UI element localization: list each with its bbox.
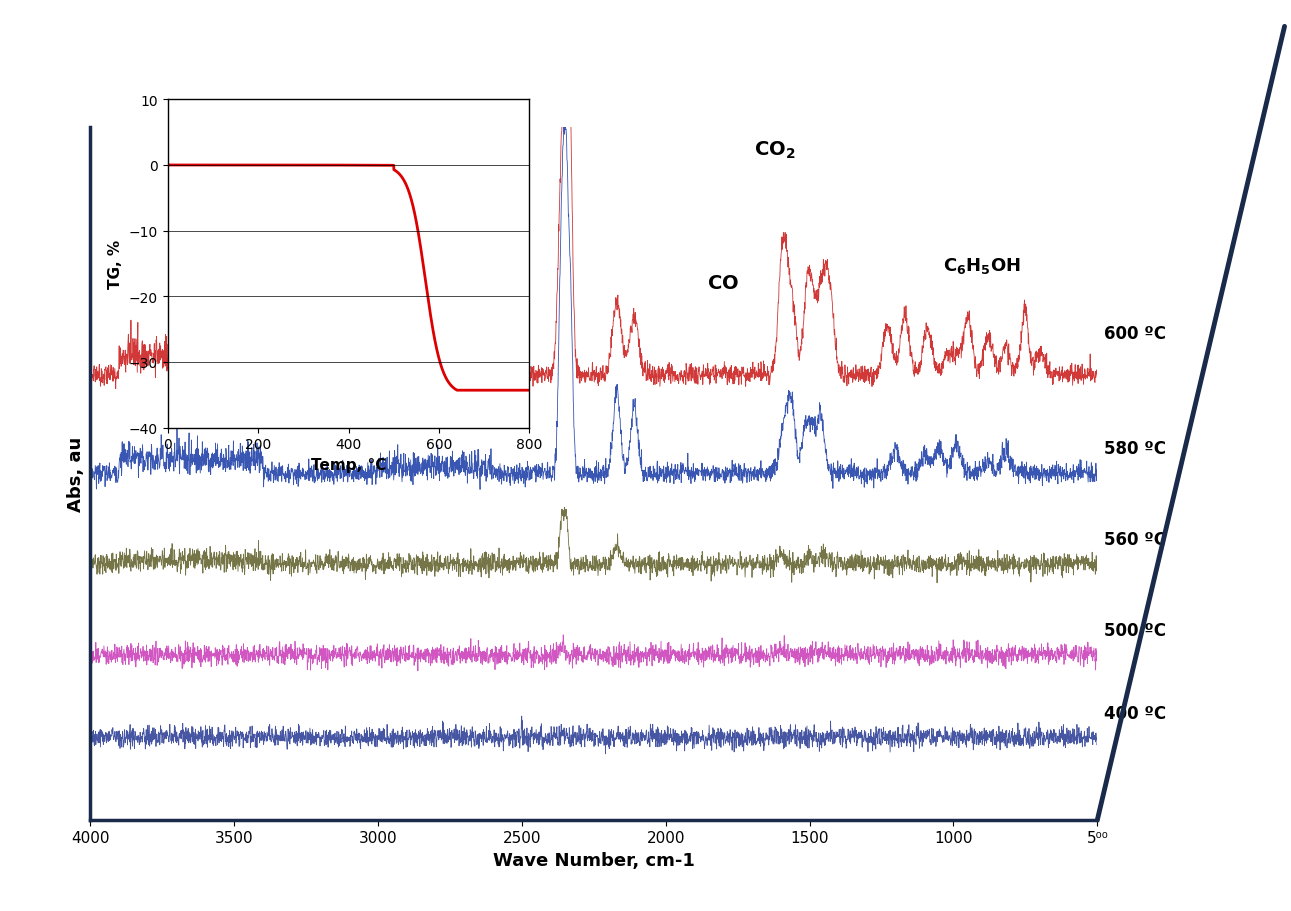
Text: 580 ºC: 580 ºC — [1104, 440, 1166, 458]
Text: $\mathbf{C_6H_5OH}$: $\mathbf{C_6H_5OH}$ — [944, 256, 1021, 276]
X-axis label: Temp, °C: Temp, °C — [311, 457, 386, 473]
Text: 500 ºC: 500 ºC — [1104, 621, 1166, 640]
Y-axis label: Abs, au: Abs, au — [67, 436, 85, 511]
Text: 560 ºC: 560 ºC — [1104, 531, 1166, 548]
Text: $\mathbf{CO_2}$: $\mathbf{CO_2}$ — [754, 139, 795, 160]
Text: 600 ºC: 600 ºC — [1104, 324, 1166, 343]
Text: $\mathbf{CO}$: $\mathbf{CO}$ — [707, 273, 740, 292]
Text: 400 ºC: 400 ºC — [1104, 704, 1167, 722]
X-axis label: Wave Number, cm-1: Wave Number, cm-1 — [493, 851, 695, 869]
Y-axis label: TG, %: TG, % — [108, 240, 124, 289]
Text: $\mathbf{H_2O}$: $\mathbf{H_2O}$ — [385, 238, 429, 260]
